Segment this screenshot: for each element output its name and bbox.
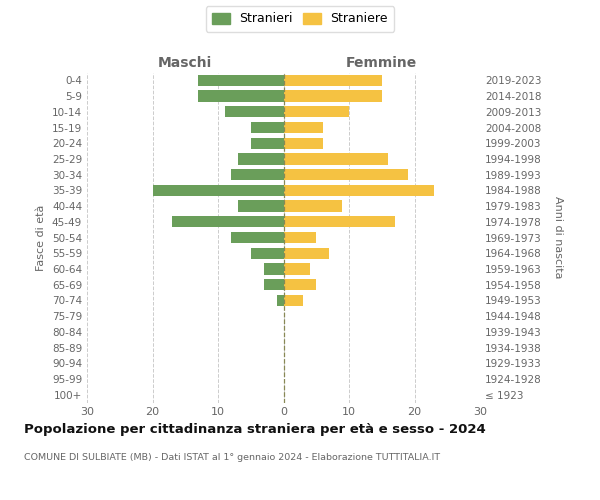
Bar — [284, 294, 303, 306]
Bar — [284, 264, 310, 274]
Bar — [284, 122, 323, 133]
Bar — [251, 138, 284, 149]
Bar — [152, 184, 284, 196]
Bar — [199, 74, 284, 86]
Bar — [231, 169, 284, 180]
Y-axis label: Anni di nascita: Anni di nascita — [553, 196, 563, 279]
Legend: Stranieri, Straniere: Stranieri, Straniere — [206, 6, 394, 32]
Bar — [284, 169, 408, 180]
Bar — [199, 90, 284, 102]
Bar — [284, 138, 323, 149]
Bar — [284, 216, 395, 228]
Bar — [238, 154, 284, 164]
Bar — [284, 200, 343, 211]
Bar — [284, 154, 388, 164]
Bar — [238, 200, 284, 211]
Bar — [284, 90, 382, 102]
Bar — [277, 294, 284, 306]
Bar — [264, 279, 284, 290]
Text: Femmine: Femmine — [346, 56, 418, 70]
Bar — [284, 232, 316, 243]
Bar — [251, 248, 284, 259]
Bar — [284, 74, 382, 86]
Bar — [224, 106, 284, 118]
Bar — [172, 216, 284, 228]
Bar — [284, 279, 316, 290]
Bar — [284, 184, 434, 196]
Bar — [284, 106, 349, 118]
Bar — [251, 122, 284, 133]
Bar — [264, 264, 284, 274]
Text: Maschi: Maschi — [158, 56, 212, 70]
Bar — [231, 232, 284, 243]
Text: Popolazione per cittadinanza straniera per età e sesso - 2024: Popolazione per cittadinanza straniera p… — [24, 422, 486, 436]
Text: COMUNE DI SULBIATE (MB) - Dati ISTAT al 1° gennaio 2024 - Elaborazione TUTTITALI: COMUNE DI SULBIATE (MB) - Dati ISTAT al … — [24, 452, 440, 462]
Bar — [284, 248, 329, 259]
Y-axis label: Fasce di età: Fasce di età — [37, 204, 46, 270]
